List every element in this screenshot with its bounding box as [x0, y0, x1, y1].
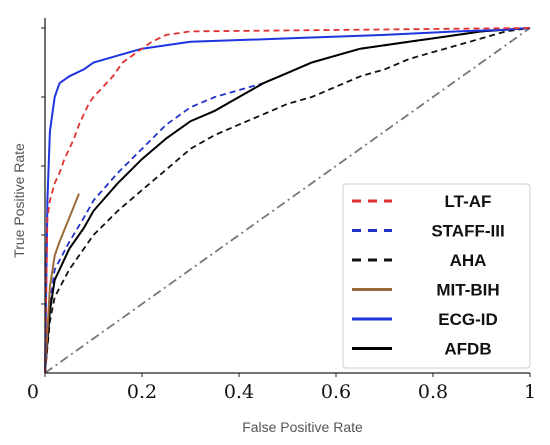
axes: 0 0.2 0.4 0.6 0.8 1 False Positive Rate True Po…	[11, 18, 536, 435]
series-line-chance-diagonal	[44, 27, 531, 374]
legend-label-aha: AHA	[450, 251, 487, 270]
series-line-lt-af	[44, 27, 531, 374]
series-line-aha	[44, 27, 531, 374]
series-line-mit-bih	[44, 193, 80, 374]
legend-label-ecg-id: ECG-ID	[438, 310, 498, 329]
y-axis-label: True Positive Rate	[11, 143, 27, 258]
legend: LT-AF STAFF-III AHA MIT-BIH ECG-ID AFDB	[342, 183, 531, 369]
legend-label-lt-af: LT-AF	[445, 192, 492, 211]
x-tick-label: 0.8	[418, 381, 448, 403]
legend-label-mit-bih: MIT-BIH	[436, 281, 499, 300]
legend-label-staff-iii: STAFF-III	[431, 222, 504, 241]
x-tick-label: 0.4	[224, 381, 254, 403]
x-axis-label: False Positive Rate	[242, 419, 363, 435]
x-tick-label: 1	[524, 381, 536, 403]
series-line-ecg-id	[44, 27, 531, 374]
legend-label-afdb: AFDB	[444, 340, 491, 359]
legend-box	[342, 183, 531, 369]
series-line-afdb	[44, 27, 531, 374]
plot-area	[44, 27, 531, 374]
x-tick-label: 0	[27, 381, 39, 403]
x-tick-label: 0.6	[321, 381, 351, 403]
x-tick-label: 0.2	[127, 381, 157, 403]
